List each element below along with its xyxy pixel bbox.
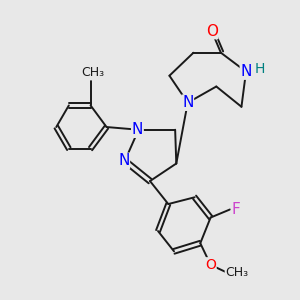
Text: O: O xyxy=(206,24,218,39)
Text: N: N xyxy=(132,122,143,137)
Text: F: F xyxy=(231,202,240,217)
Text: CH₃: CH₃ xyxy=(225,266,248,279)
Text: N: N xyxy=(182,95,194,110)
Text: CH₃: CH₃ xyxy=(81,67,104,80)
Text: N: N xyxy=(118,153,129,168)
Text: N: N xyxy=(240,64,252,79)
Text: H: H xyxy=(255,62,265,76)
Text: O: O xyxy=(205,258,216,272)
